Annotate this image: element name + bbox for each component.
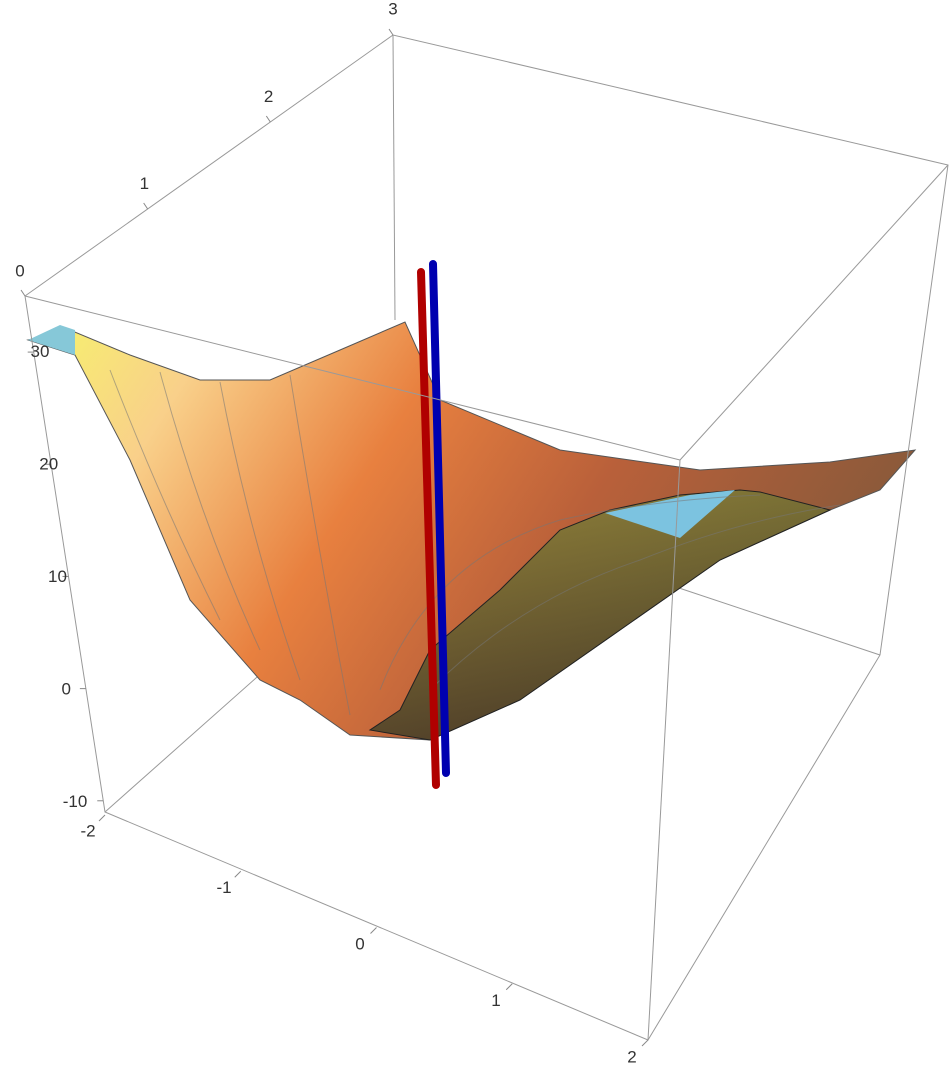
surface-patch [605, 490, 735, 538]
x-tick [370, 927, 377, 934]
box-edge [647, 459, 681, 1041]
y-tick-label: 3 [388, 0, 397, 18]
box-edge [104, 669, 266, 813]
x-tick-label: 1 [491, 991, 500, 1010]
box-edge [669, 584, 881, 656]
y-tick [143, 202, 149, 210]
box-edge [679, 164, 949, 461]
contour [429, 504, 841, 691]
surface-patch [28, 325, 75, 355]
x-tick-label: -2 [80, 821, 95, 840]
contour [219, 381, 301, 681]
y-tick-label: 1 [140, 174, 149, 193]
box-edge [392, 34, 396, 321]
z-tick-label: 10 [48, 567, 67, 586]
x-tick [505, 983, 513, 991]
x-tick [641, 1039, 649, 1047]
blue-line [429, 260, 450, 777]
y-tick [265, 115, 271, 123]
box-back [104, 34, 881, 813]
surface [26, 321, 917, 741]
contour [159, 371, 261, 651]
z-tick-label: 20 [39, 454, 58, 473]
z-tick-label: 30 [31, 342, 50, 361]
y-tick [20, 289, 26, 297]
x-tick-label: 2 [627, 1047, 636, 1066]
x-tick-label: 0 [355, 934, 364, 953]
y-tick-label: 0 [15, 261, 24, 280]
x-tick-label: -1 [216, 878, 231, 897]
contour [289, 374, 351, 716]
box-edge [24, 295, 681, 461]
surface-top [26, 321, 917, 741]
y-tick-label: 2 [264, 87, 273, 106]
contour [379, 494, 761, 691]
contour [109, 369, 221, 621]
red-line [417, 268, 440, 789]
z-tick-label: 0 [62, 680, 71, 699]
x-tick [98, 814, 106, 822]
y-tick [388, 28, 394, 36]
x-tick [234, 870, 242, 878]
surface-underside [368, 489, 832, 741]
vertical-lines [417, 260, 450, 789]
z-tick-label: -10 [63, 792, 88, 811]
